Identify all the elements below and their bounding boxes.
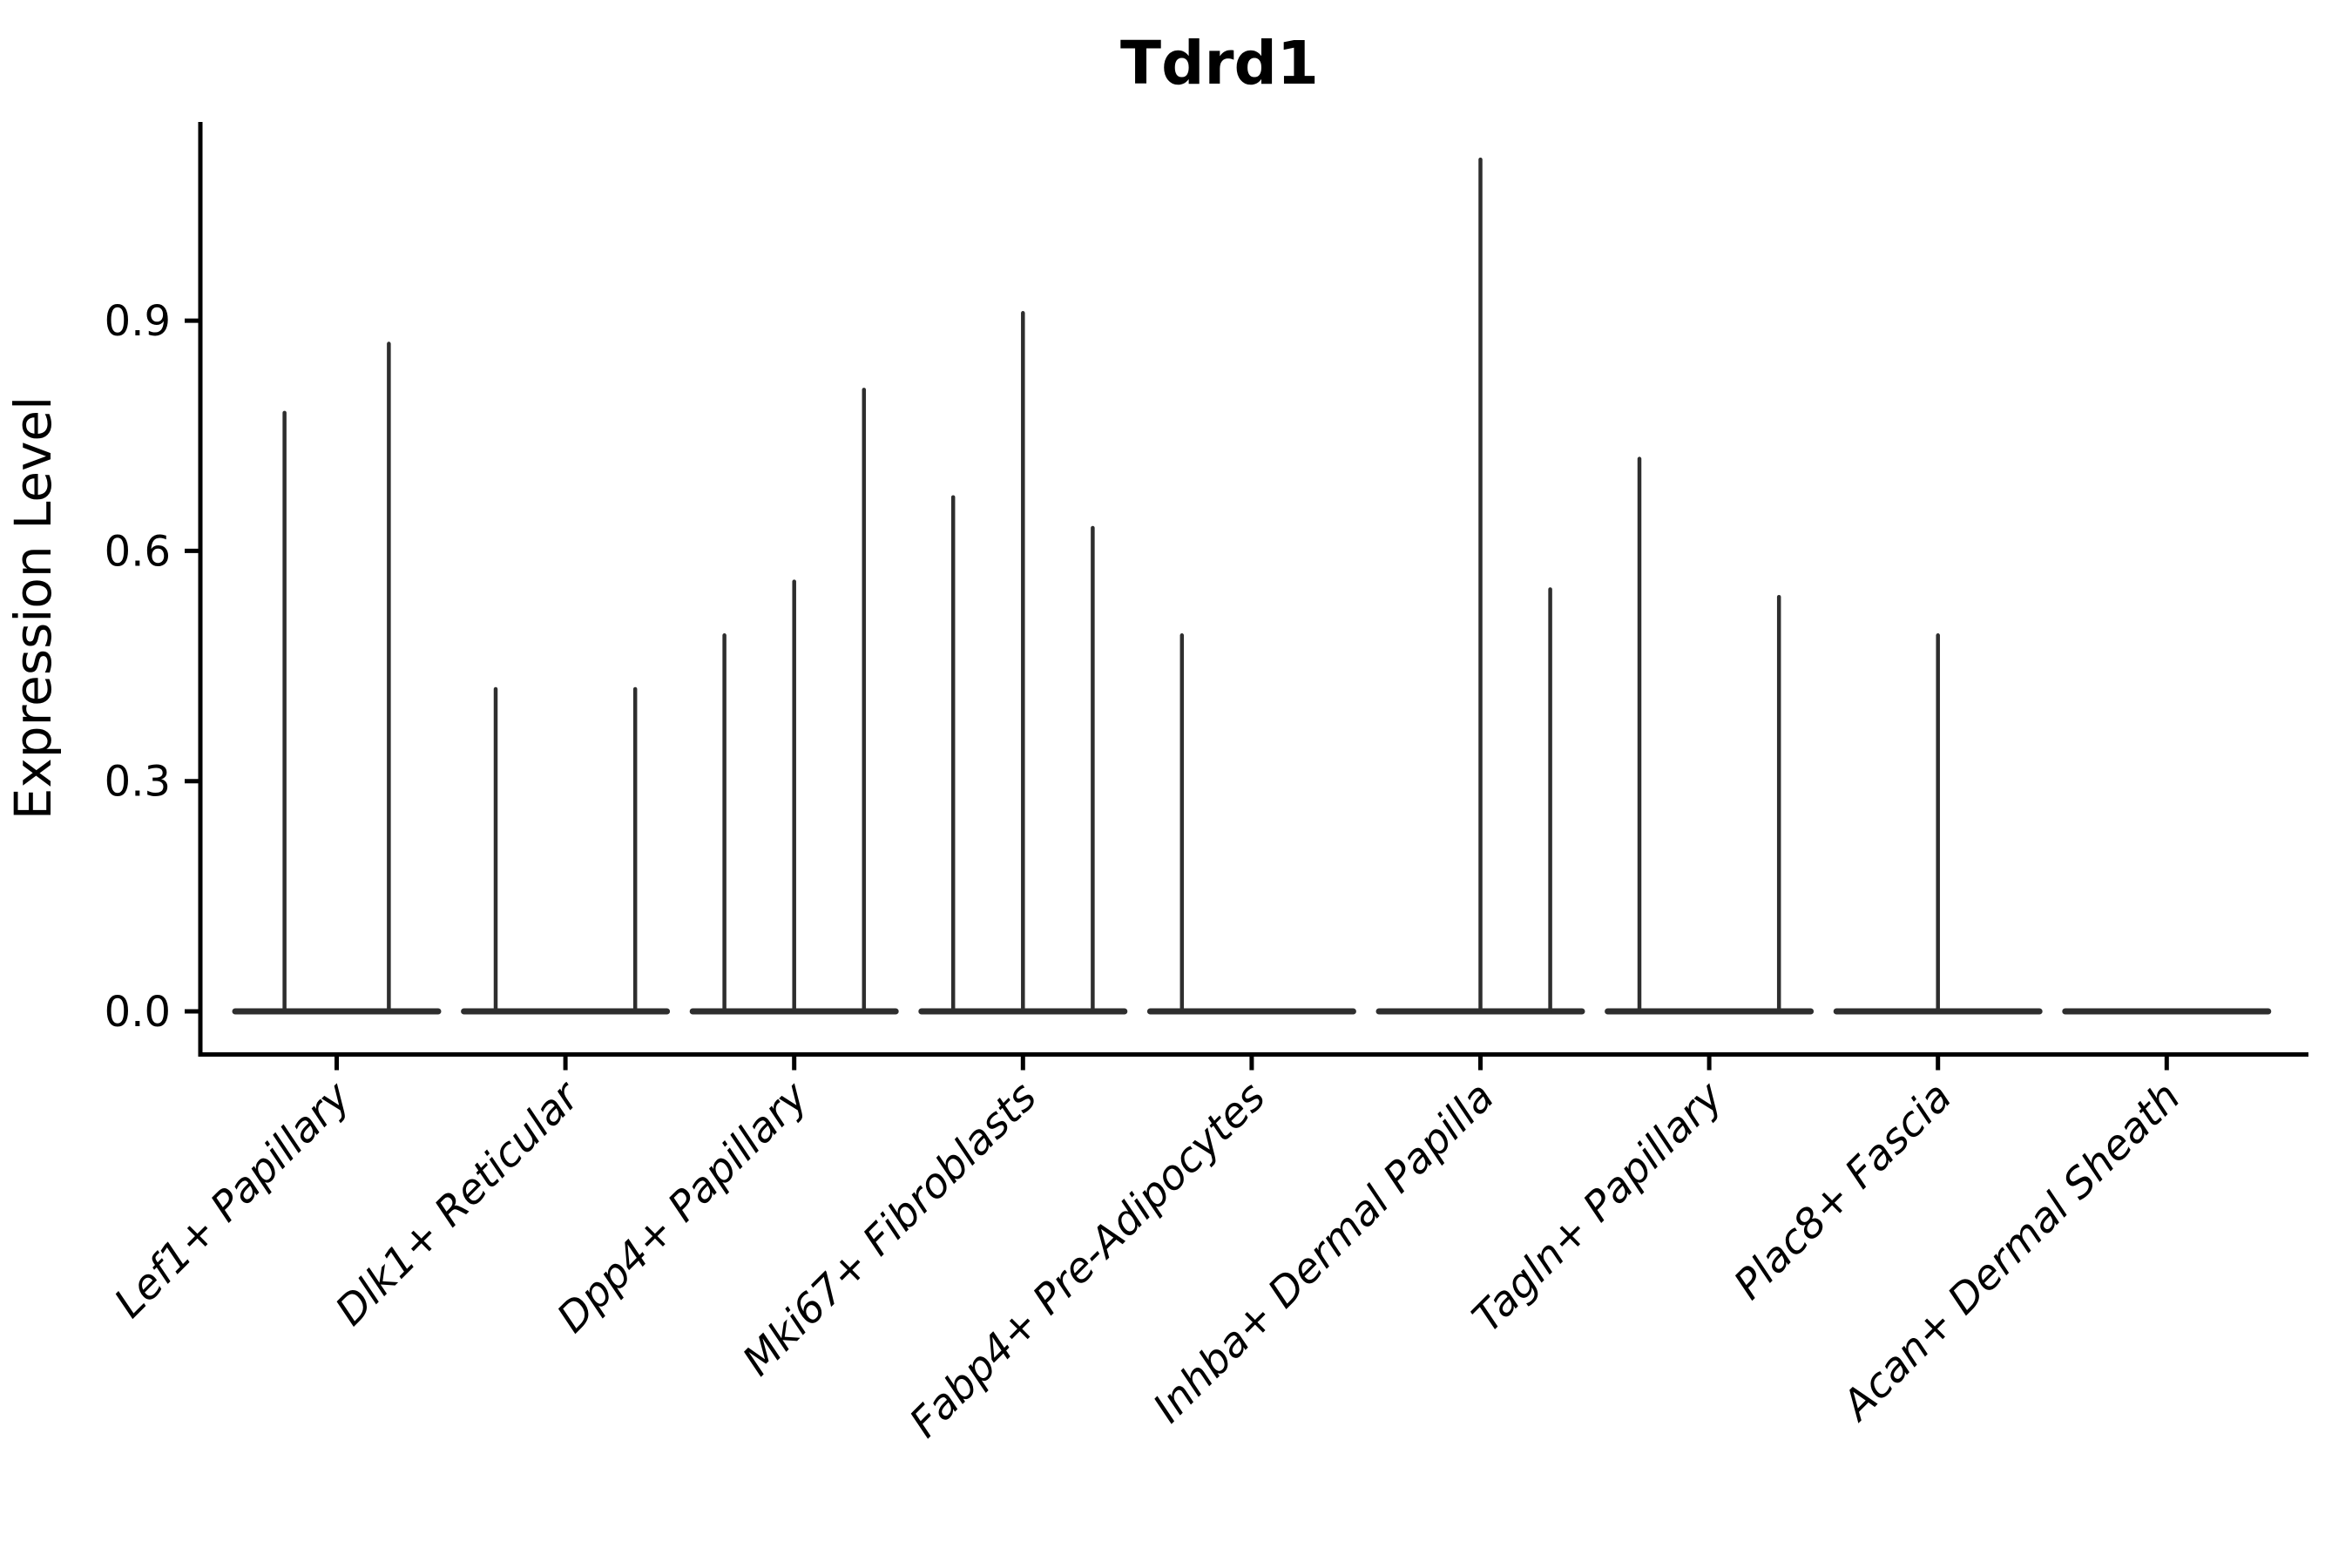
x-tick-label: Tagln+ Papillary xyxy=(1463,1072,1734,1342)
axes-layer xyxy=(185,122,2308,1071)
violin-body xyxy=(1605,1008,1815,1015)
y-axis-label: Expression Level xyxy=(3,396,63,820)
y-tick-label: 0.6 xyxy=(105,527,171,576)
violin-body xyxy=(232,1008,442,1015)
y-tick-label: 0.9 xyxy=(105,297,171,346)
y-tick-label: 0.3 xyxy=(105,758,171,807)
x-tick-label: Lef1+ Papillary xyxy=(105,1072,361,1328)
x-tick-label: Dpp4+ Papillary xyxy=(548,1072,818,1342)
y-tick-labels-layer: 0.0 0.3 0.6 0.9 xyxy=(105,297,171,1037)
violin-body xyxy=(1146,1008,1356,1015)
violin-body xyxy=(461,1008,671,1015)
x-tick-label: Dlk1+ Reticular xyxy=(327,1071,591,1335)
x-tick-label: Plac8+ Fascia xyxy=(1725,1073,1961,1309)
violin-body xyxy=(2062,1008,2272,1015)
y-tick-label: 0.0 xyxy=(105,988,171,1037)
violins-layer xyxy=(232,157,2272,1015)
plot-title: Tdrd1 xyxy=(1120,29,1319,98)
